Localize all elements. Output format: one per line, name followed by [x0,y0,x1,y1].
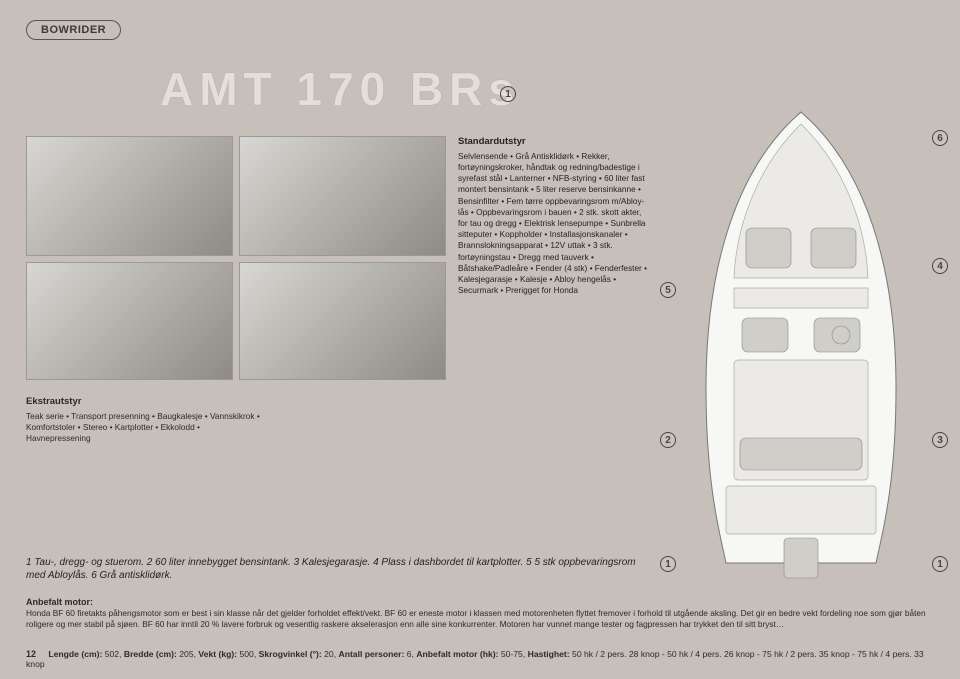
spec-label: Lengde (cm): [48,649,102,659]
standard-equipment: Standardutstyr Selvlensende • Grå Antisk… [458,136,650,296]
specs-line: 12 Lengde (cm): 502, Bredde (cm): 205, V… [26,649,936,669]
photo-placeholder [239,262,446,380]
recommended-motor: Anbefalt motor: Honda BF 60 firetakts på… [26,596,926,631]
callout-6: 6 [932,130,948,146]
spec-label: Skrogvinkel (°): [259,649,322,659]
callout-legend: 1 Tau-, dregg- og stuerom. 2 60 liter in… [26,556,646,582]
spec-label: Hastighet: [528,649,570,659]
category-badge: BOWRIDER [26,20,121,40]
callout-2: 2 [660,432,676,448]
callout-1r: 1 [932,556,948,572]
spec-value: 50-75, [501,649,525,659]
callout-3: 3 [932,432,948,448]
photo-placeholder [239,136,446,256]
spec-value: 20, [324,649,336,659]
motor-body: Honda BF 60 firetakts påhengsmotor som e… [26,608,926,630]
callout-5: 5 [660,282,676,298]
standard-heading: Standardutstyr [458,136,650,149]
callout-4: 4 [932,258,948,274]
spec-value: 502, [105,649,122,659]
callout-1l: 1 [660,556,676,572]
spec-label: Vekt (kg): [198,649,237,659]
extra-heading: Ekstrautstyr [26,396,266,409]
model-title: AMT 170 BRs [160,62,520,116]
page-number: 12 [26,649,36,659]
extra-equipment: Ekstrautstyr Teak serie • Transport pres… [26,396,266,444]
standard-body: Selvlensende • Grå Antisklidørk • Rekker… [458,151,650,296]
callout-1-title: 1 [500,86,516,102]
boat-topview-diagram [676,108,926,588]
photo-placeholder [26,136,233,256]
motor-heading: Anbefalt motor: [26,596,926,608]
photo-grid [26,136,446,380]
photo-placeholder [26,262,233,380]
spec-value: 500, [239,649,256,659]
spec-value: 205, [179,649,196,659]
spec-label: Bredde (cm): [124,649,177,659]
spec-value: 6, [407,649,414,659]
spec-label: Antall personer: [338,649,404,659]
extra-body: Teak serie • Transport presenning • Baug… [26,411,266,445]
spec-label: Anbefalt motor (hk): [416,649,498,659]
